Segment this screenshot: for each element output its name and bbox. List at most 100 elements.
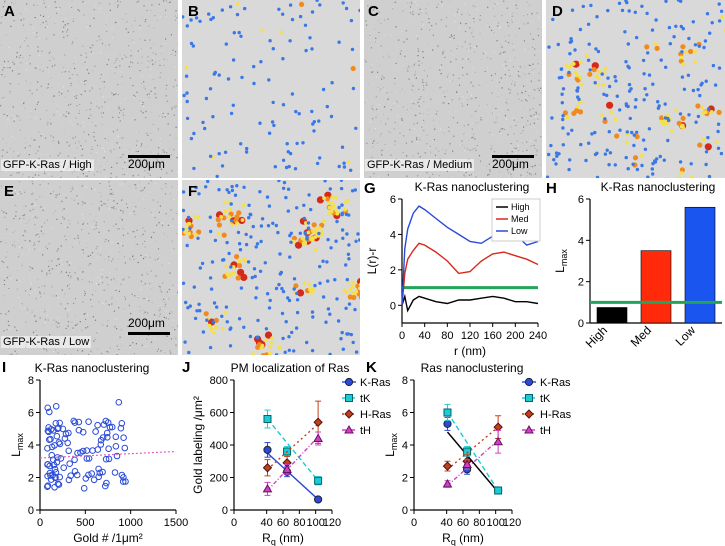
texture-speck [384,144,386,146]
texture-speck [370,47,372,49]
texture-speck [428,22,430,24]
texture-speck [24,151,26,153]
gold-particle-monomer [286,150,290,154]
texture-speck [151,4,153,6]
texture-speck [112,94,115,96]
gold-particle-monomer [696,114,701,119]
texture-speck [29,266,31,268]
texture-speck [22,234,24,237]
gold-particle-monomer [593,130,597,135]
texture-speck [364,87,366,89]
texture-speck [372,156,374,158]
texture-speck [121,140,123,142]
texture-speck [48,243,50,245]
texture-speck [433,125,435,127]
texture-speck [20,62,22,64]
scale-bar [492,155,534,158]
gold-particle-pair [575,104,580,109]
gold-particle-monomer [667,25,672,30]
texture-speck [96,171,98,173]
texture-speck [385,123,387,125]
texture-speck [522,161,524,163]
gold-particle-monomer [318,3,322,7]
texture-speck [371,71,373,73]
texture-speck [76,105,78,107]
texture-speck [406,109,408,111]
texture-speck [115,280,117,282]
texture-speck [124,298,126,300]
texture-speck [145,117,147,119]
texture-speck [127,211,129,214]
gold-particle-monomer [354,239,358,243]
gold-particle-monomer [623,30,627,34]
texture-speck [55,324,57,326]
texture-speck [463,125,465,127]
gold-particle-pair [679,55,684,60]
texture-speck [108,181,110,183]
texture-speck [123,255,125,257]
texture-speck [164,303,167,305]
texture-speck [522,176,524,178]
texture-speck [78,10,81,12]
texture-speck [378,31,380,34]
gold-particle-monomer [252,64,256,69]
texture-speck [135,187,137,189]
texture-speck [440,64,443,66]
texture-speck [53,113,55,115]
gold-particle-pair [207,323,212,328]
texture-speck [48,16,50,18]
texture-speck [416,141,418,143]
texture-speck [38,38,41,40]
texture-speck [43,207,46,209]
texture-speck [67,80,69,83]
texture-speck [414,81,416,83]
texture-speck [19,73,21,75]
texture-speck [516,22,518,24]
texture-speck [77,123,79,125]
texture-speck [146,323,148,325]
texture-speck [59,7,61,9]
gold-particle-monomer [568,158,572,162]
texture-speck [81,49,83,51]
gold-particle-monomer [561,143,565,147]
texture-speck [116,215,118,218]
texture-speck [514,113,516,116]
texture-speck [37,79,39,81]
gold-particle-monomer [620,8,625,13]
texture-speck [163,58,165,60]
texture-speck [119,143,121,145]
texture-speck [468,91,470,93]
legend-marker [525,394,533,402]
texture-speck [151,59,153,61]
texture-speck [67,226,69,228]
gold-particle-monomer [295,291,299,296]
texture-speck [67,303,69,305]
texture-speck [526,100,528,102]
texture-speck [34,204,36,206]
y-tick-label: 2 [28,473,34,485]
gold-particle-monomer [244,232,248,237]
texture-speck [97,256,99,258]
texture-speck [462,79,464,81]
texture-speck [531,69,533,71]
texture-speck [37,50,39,52]
texture-speck [42,22,44,24]
gold-particle-monomer [265,195,270,199]
texture-speck [503,36,506,38]
micrograph-caption: GFP-K-Ras / Medium [365,159,475,171]
gold-particle-monomer [693,43,698,47]
texture-speck [46,272,48,274]
texture-speck [501,94,503,96]
y-tick-label: 4 [390,229,396,241]
gold-particle-monomer [209,17,213,22]
texture-speck [16,270,18,272]
texture-speck [29,63,31,65]
gold-particle-monomer [276,230,280,235]
chart-title: K-Ras nanoclustering [415,180,530,194]
texture-speck [173,64,175,66]
texture-speck [6,189,8,191]
gold-particle-monomer [691,20,695,24]
texture-speck [3,279,5,281]
texture-speck [525,97,527,99]
